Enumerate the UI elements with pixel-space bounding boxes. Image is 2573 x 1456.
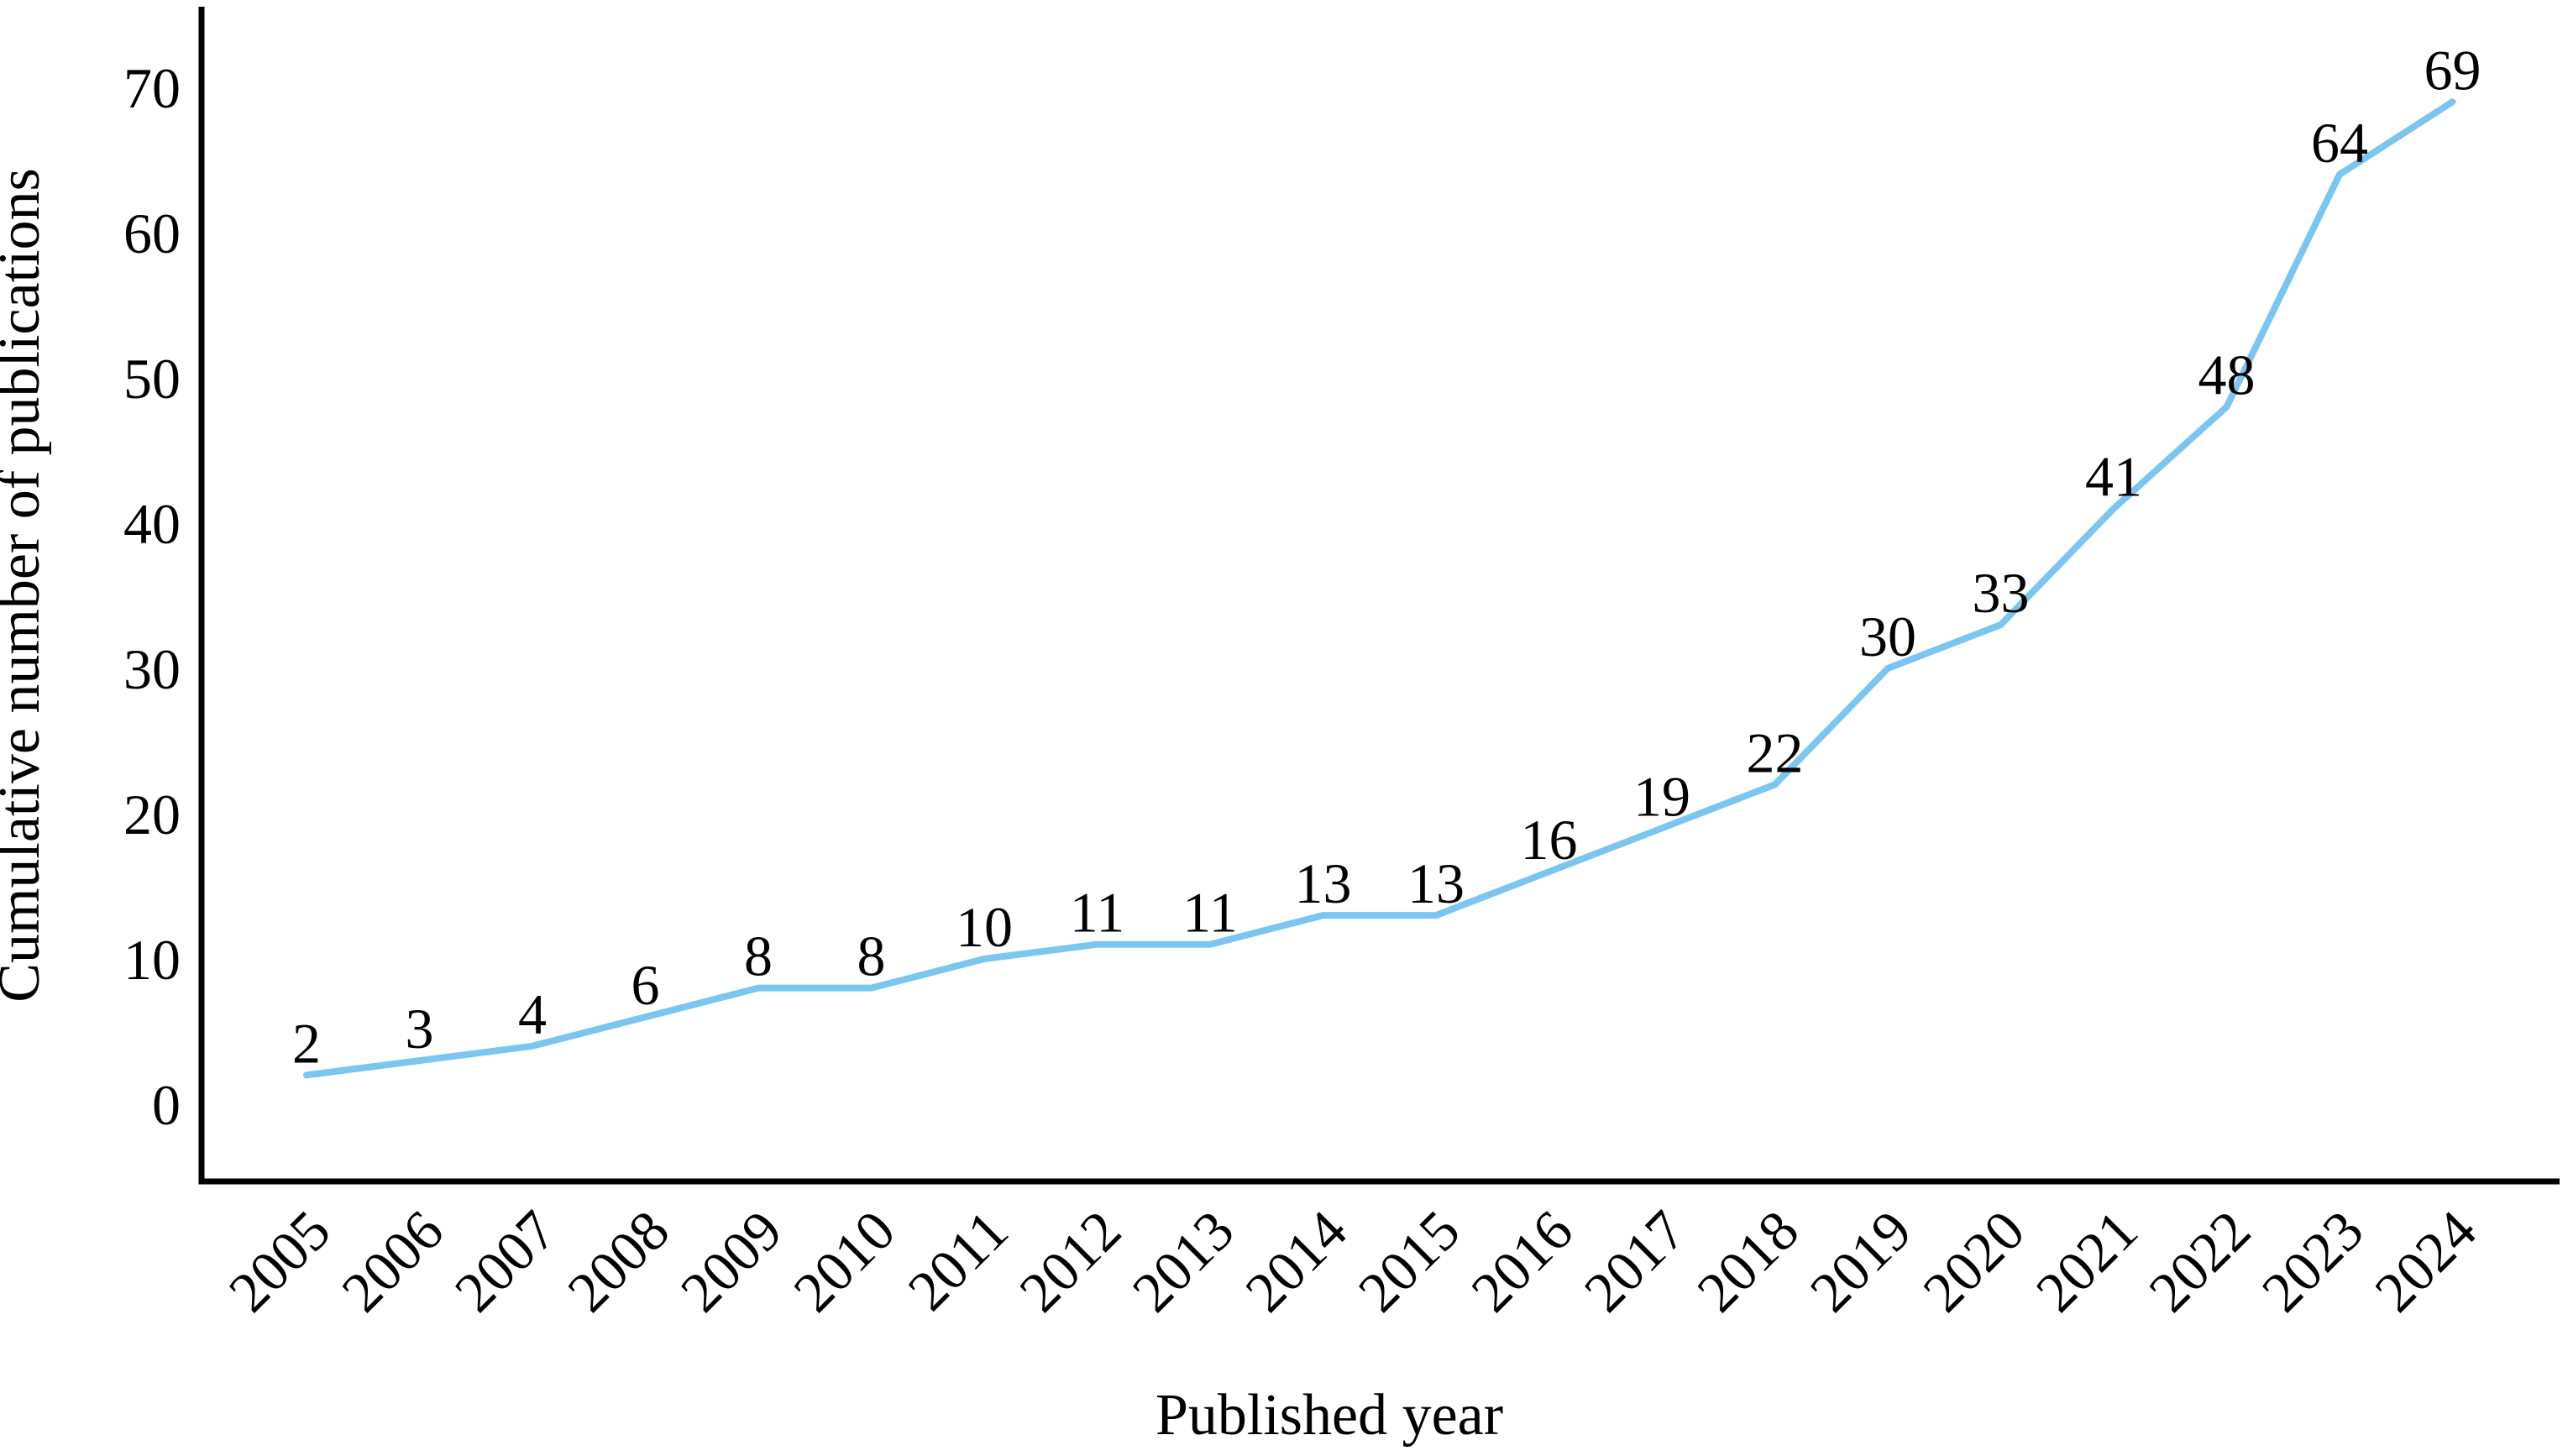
x-tick-label: 2023: [2250, 1198, 2376, 1324]
y-tick-label: 50: [123, 347, 181, 411]
y-tick-label: 30: [123, 637, 181, 701]
data-point-label: 3: [406, 997, 434, 1061]
x-tick-label: 2018: [1685, 1198, 1811, 1324]
data-point-label: 41: [2085, 445, 2142, 509]
y-tick-label: 40: [123, 492, 181, 556]
data-point-label: 2: [292, 1011, 321, 1075]
data-point-label: 10: [956, 895, 1013, 959]
x-tick-label: 2021: [2024, 1198, 2150, 1324]
data-point-label: 16: [1521, 808, 1578, 872]
x-axis-title: Published year: [1155, 1383, 1503, 1448]
data-point-label: 33: [1973, 561, 2030, 625]
data-point-label: 48: [2198, 343, 2256, 407]
x-tick-label: 2011: [895, 1198, 1019, 1322]
data-point-label: 4: [518, 982, 547, 1046]
x-tick-label: 2008: [555, 1198, 681, 1324]
x-tick-label: 2016: [1459, 1198, 1585, 1324]
x-tick-label: 2005: [217, 1198, 343, 1324]
x-tick-label: 2013: [1120, 1198, 1246, 1324]
data-point-label: 11: [1182, 881, 1237, 945]
data-point-label: 8: [857, 924, 886, 988]
data-point-label: 19: [1633, 764, 1690, 828]
y-tick-label: 10: [123, 928, 181, 992]
y-tick-label: 60: [123, 202, 181, 265]
data-point-label: 69: [2424, 38, 2481, 102]
x-tick-label: 2014: [1233, 1198, 1359, 1324]
x-tick-label: 2010: [781, 1198, 907, 1324]
data-point-label: 8: [744, 924, 773, 988]
x-tick-label: 2020: [1910, 1198, 2036, 1324]
x-tick-label: 2006: [329, 1198, 455, 1324]
data-point-label: 13: [1407, 851, 1465, 915]
y-tick-label: 70: [123, 56, 181, 120]
x-tick-label: 2012: [1007, 1198, 1133, 1324]
x-tick-label: 2007: [443, 1198, 569, 1324]
plot-area: 0102030405060702005200620072008200920102…: [123, 7, 2560, 1324]
data-point-label: 30: [1859, 605, 1916, 668]
data-point-label: 22: [1747, 720, 1804, 784]
x-tick-label: 2022: [2136, 1198, 2262, 1324]
series-line: [303, 98, 2456, 1079]
y-tick-label: 0: [152, 1073, 181, 1137]
x-tick-label: 2015: [1346, 1198, 1472, 1324]
x-tick-label: 2009: [668, 1198, 794, 1324]
data-point-label: 64: [2311, 111, 2368, 175]
x-tick-label: 2019: [1798, 1198, 1924, 1324]
y-axis-title: Cumulative number of publications: [0, 168, 52, 1002]
data-point-label: 13: [1295, 851, 1352, 915]
data-point-label: 6: [631, 953, 660, 1017]
y-tick-label: 20: [123, 783, 181, 846]
x-tick-label: 2017: [1572, 1198, 1698, 1324]
x-tick-label: 2024: [2362, 1198, 2488, 1324]
data-point-label: 11: [1070, 881, 1124, 945]
